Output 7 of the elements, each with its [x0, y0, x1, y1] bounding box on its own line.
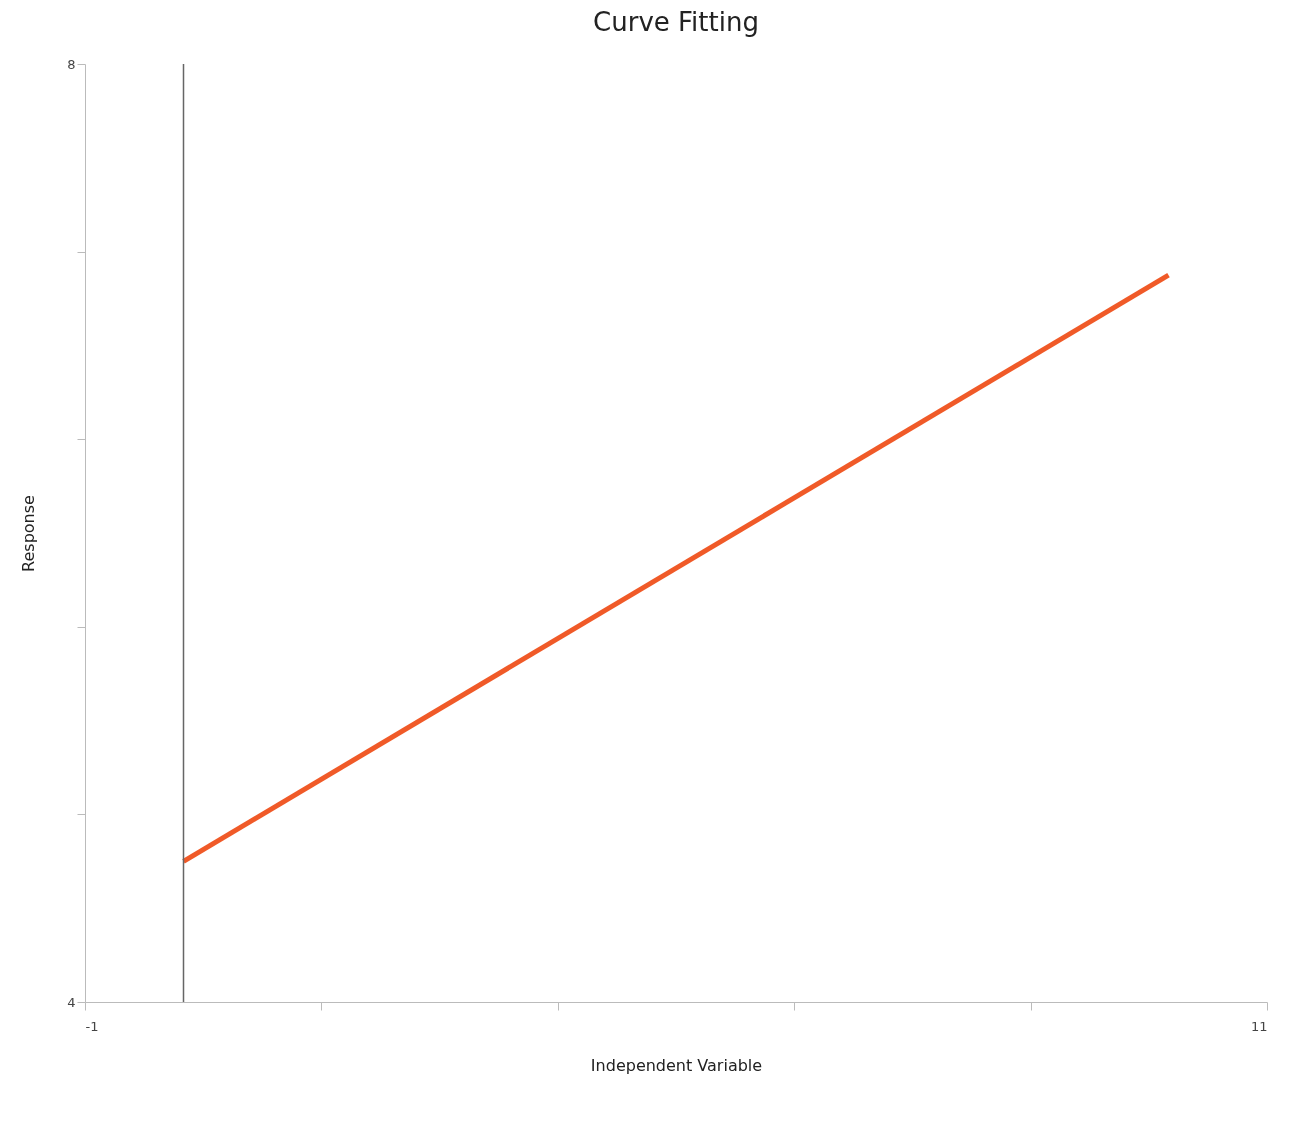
y-axis-title: Response — [19, 495, 39, 572]
y-tick-label: 8 — [67, 56, 76, 72]
y-tick-label: 4 — [67, 994, 76, 1010]
chart-title: Curve Fitting — [593, 7, 759, 37]
x-axis-title: Independent Variable — [590, 1055, 763, 1075]
x-tick-label: -1 — [85, 1018, 99, 1034]
x-tick-label: 11 — [1250, 1018, 1268, 1034]
